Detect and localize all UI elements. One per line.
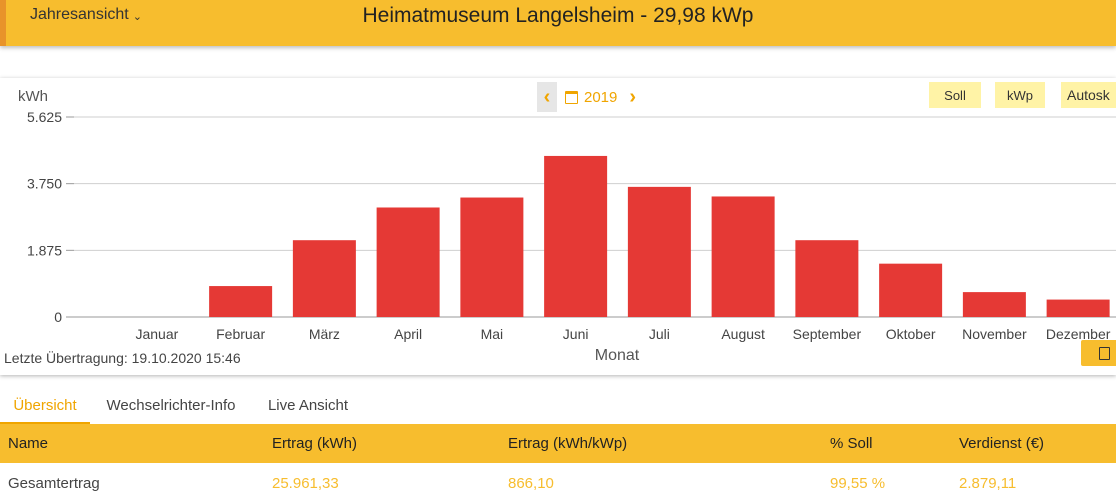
kwp-button[interactable]: kWp <box>995 82 1045 108</box>
y-axis-label: kWh <box>18 88 48 105</box>
tab-bar: Übersicht Wechselrichter-Info Live Ansic… <box>0 388 1116 424</box>
cell-ertrag-kwh: 25.961,33 <box>272 475 339 492</box>
bar <box>209 286 273 317</box>
x-axis-label: Monat <box>595 347 640 364</box>
bar <box>711 196 775 317</box>
x-tick-label: Oktober <box>886 326 936 342</box>
y-tick-label: 0 <box>54 309 62 325</box>
tab-wechselrichter-info[interactable]: Wechselrichter-Info <box>106 397 236 414</box>
chevron-down-icon: ⌄ <box>132 10 142 23</box>
column-header-name[interactable]: Name <box>8 435 49 452</box>
tab-live-ansicht[interactable]: Live Ansicht <box>267 397 349 414</box>
column-header-ertrag-kwh[interactable]: Ertrag (kWh) <box>272 435 358 452</box>
last-upload-status: Letzte Übertragung: 19.10.2020 15:46 <box>4 350 241 366</box>
bar <box>795 240 859 317</box>
x-tick-label: Januar <box>135 326 178 342</box>
column-header-verdienst[interactable]: Verdienst (€) <box>959 435 1045 452</box>
bar <box>376 207 440 317</box>
bar <box>460 197 524 317</box>
x-tick-label: Juni <box>563 326 589 342</box>
next-year-button[interactable]: › <box>629 85 637 108</box>
table-row: Gesamtertrag 25.961,33 866,10 99,55 % 2.… <box>0 463 1116 500</box>
view-select-dropdown[interactable]: Jahresansicht ⌄ <box>30 6 142 24</box>
x-tick-label: September <box>793 326 862 342</box>
soll-button[interactable]: Soll <box>929 82 981 108</box>
calendar-icon <box>565 90 578 104</box>
bar <box>544 155 608 317</box>
y-tick-label: 3.750 <box>27 176 62 192</box>
bar <box>1046 299 1110 317</box>
top-bar: Jahresansicht ⌄ Heimatmuseum Langelsheim… <box>0 0 1116 46</box>
autoscale-button[interactable]: Autosk <box>1061 82 1116 108</box>
chart-card: 0 1.875 3.750 5.625 Januar Februar März April Ma… <box>0 78 1116 375</box>
x-tick-label: November <box>962 326 1027 342</box>
bar <box>292 240 356 317</box>
y-tick-label: 1.875 <box>27 242 62 258</box>
view-select-label: Jahresansicht <box>30 6 129 23</box>
cell-name: Gesamtertrag <box>8 475 100 492</box>
year-label[interactable]: 2019 <box>584 88 618 106</box>
cell-ertrag-kwh-kwp: 866,10 <box>508 475 554 492</box>
export-pdf-button[interactable] <box>1081 340 1116 366</box>
x-tick-label: August <box>721 326 765 342</box>
topbar-accent-stripe <box>0 0 6 46</box>
cell-verdienst: 2.879,11 <box>959 475 1017 492</box>
bar-chart: 0 1.875 3.750 5.625 Januar Februar März April Ma… <box>27 109 1116 364</box>
column-header-soll-percent[interactable]: % Soll <box>830 435 873 452</box>
bar <box>962 292 1026 317</box>
x-tick-label: Mai <box>481 326 504 342</box>
table-header: Name Ertrag (kWh) Ertrag (kWh/kWp) % Sol… <box>0 424 1116 463</box>
bar <box>879 263 943 317</box>
page-title: Heimatmuseum Langelsheim - 29,98 kWp <box>362 4 754 27</box>
bar <box>627 186 691 317</box>
x-tick-label: April <box>394 326 422 342</box>
year-navigator: ‹ 2019 › <box>537 82 636 112</box>
x-tick-label: Februar <box>216 326 265 342</box>
previous-year-button[interactable]: ‹ <box>537 82 557 112</box>
x-tick-label: Juli <box>649 326 670 342</box>
x-tick-label: März <box>309 326 340 342</box>
cell-soll-percent: 99,55 % <box>830 475 886 492</box>
tab-uebersicht[interactable]: Übersicht <box>0 388 90 424</box>
x-tick-label: Dezember <box>1046 326 1111 342</box>
column-header-ertrag-kwh-kwp[interactable]: Ertrag (kWh/kWp) <box>508 435 628 452</box>
y-tick-label: 5.625 <box>27 109 62 125</box>
document-icon <box>1099 346 1110 360</box>
